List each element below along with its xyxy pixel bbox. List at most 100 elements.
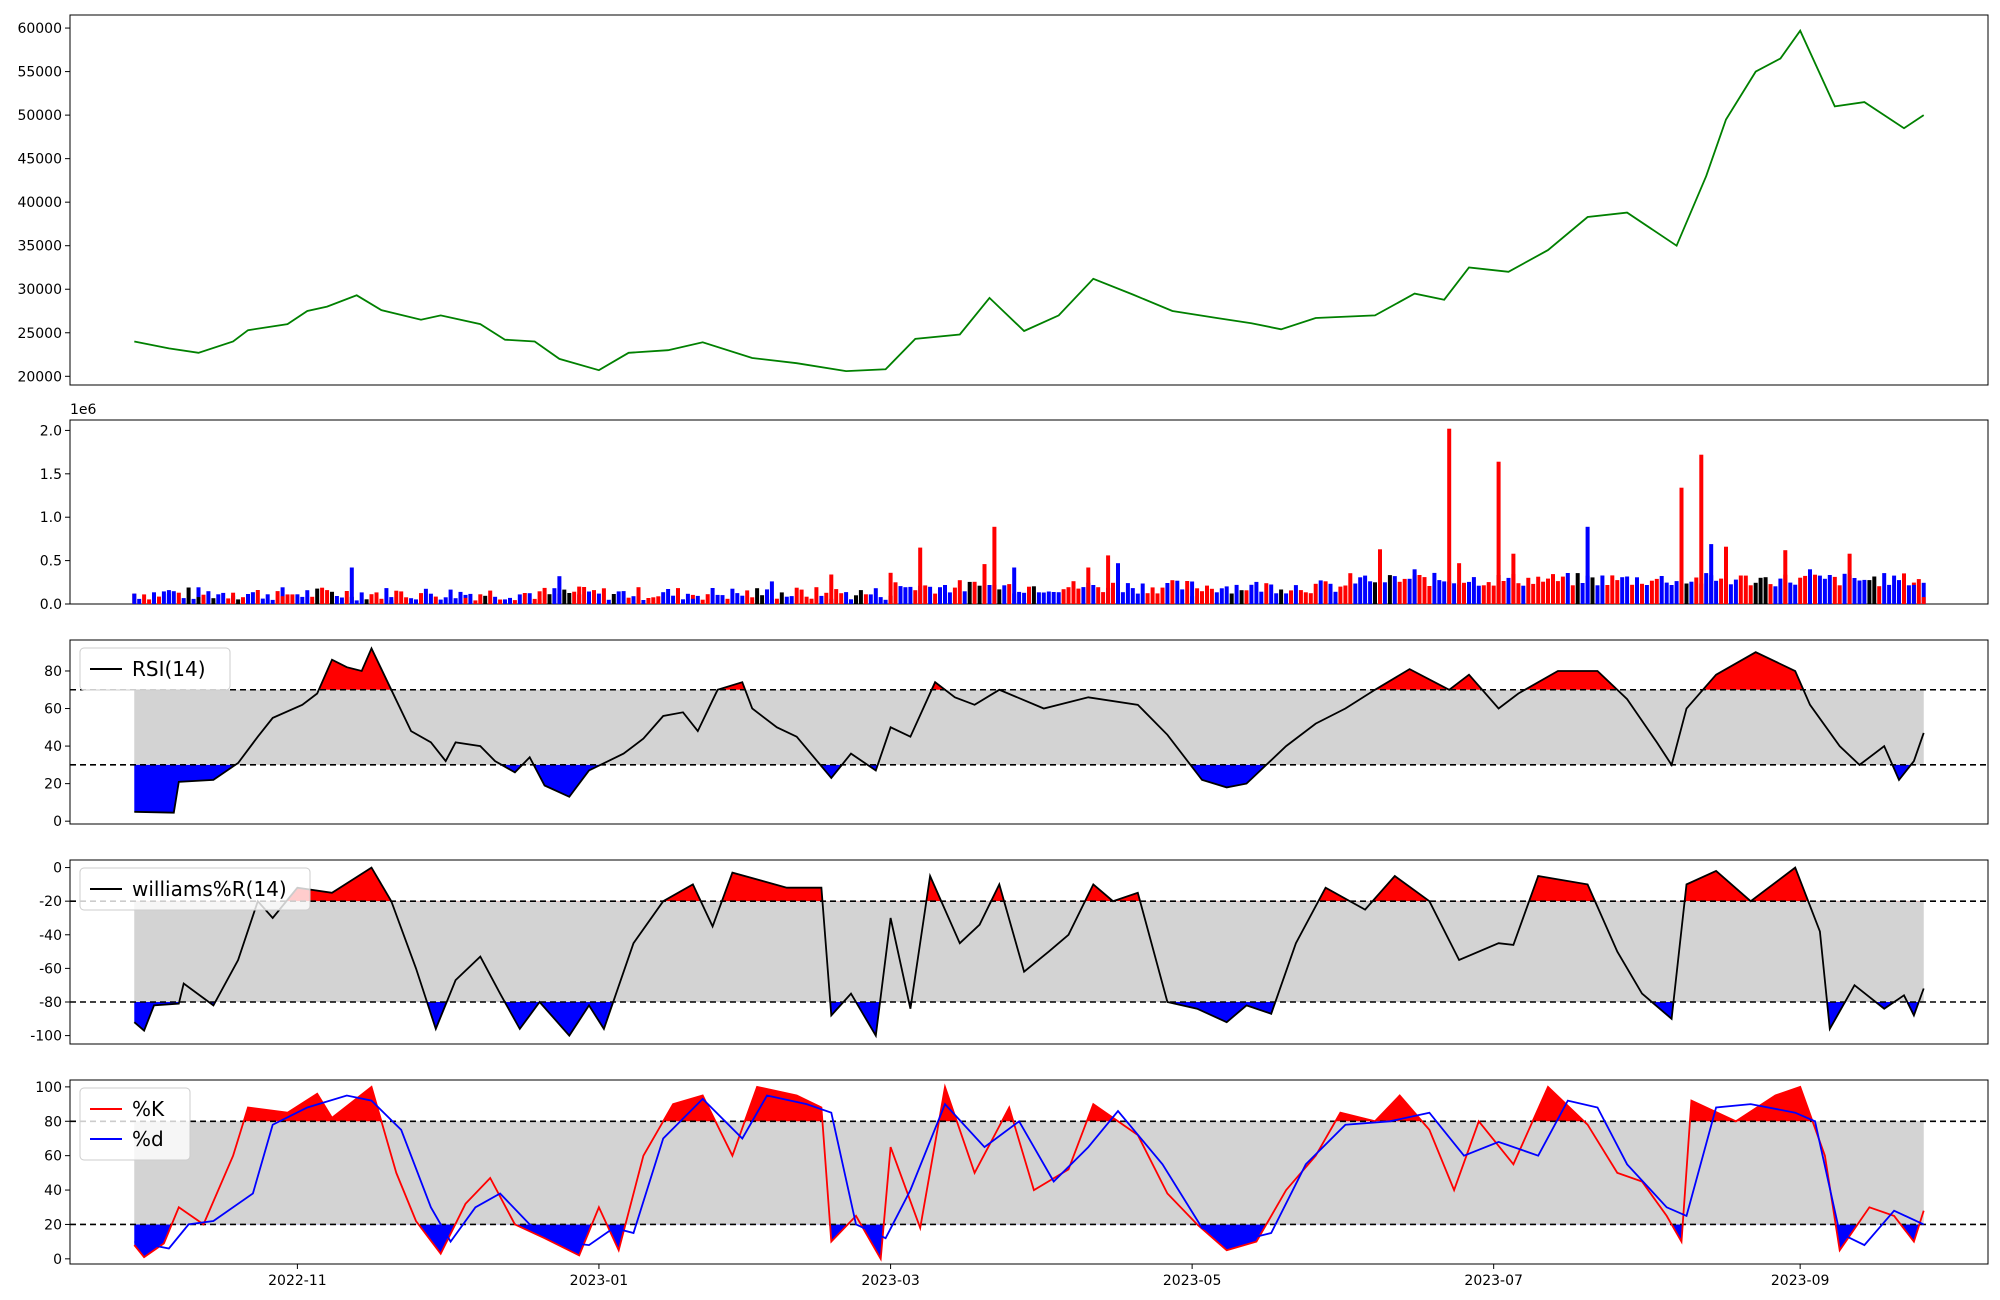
- volume-bar: [1368, 581, 1373, 604]
- volume-bar: [1130, 588, 1135, 604]
- volume-bar: [750, 597, 755, 604]
- volume-bar: [1229, 593, 1234, 604]
- volume-bar: [918, 547, 923, 604]
- volume-bar: [1382, 582, 1387, 604]
- volume-bar: [1590, 577, 1595, 604]
- volume-bar: [275, 591, 280, 604]
- volume-bar: [1733, 579, 1738, 604]
- series-line: [134, 646, 1925, 814]
- volume-bar: [255, 590, 260, 604]
- y-tick-label: 60: [44, 702, 62, 718]
- volume-bar: [1417, 575, 1422, 604]
- volume-bar: [1921, 597, 1926, 604]
- volume-bar: [453, 598, 458, 604]
- volume-bar: [1684, 583, 1689, 604]
- volume-bar: [473, 600, 478, 604]
- volume-bar: [226, 598, 231, 604]
- volume-bar: [1471, 577, 1476, 604]
- volume-bar: [873, 588, 878, 604]
- volume-bar: [1857, 580, 1862, 604]
- volume-bar: [1486, 582, 1491, 604]
- volume-bar: [1101, 592, 1106, 604]
- volume-bar: [508, 597, 512, 604]
- price-line: [134, 28, 1925, 373]
- volume-bar: [379, 598, 384, 604]
- volume-bar: [1091, 585, 1096, 604]
- volume-bar: [171, 591, 176, 604]
- y-tick-label: -40: [39, 928, 62, 944]
- legend-label: RSI(14): [132, 657, 206, 681]
- volume-bar: [246, 594, 250, 604]
- volume-bar: [656, 596, 661, 604]
- volume-bar: [394, 590, 399, 604]
- volume-bar: [1155, 593, 1160, 604]
- volume-bar: [1862, 579, 1867, 604]
- volume-bar: [349, 567, 354, 604]
- volume-bar: [1773, 586, 1778, 604]
- y-tick-label: -20: [39, 894, 62, 910]
- volume-bar: [685, 593, 690, 604]
- volume-bar: [1303, 592, 1308, 604]
- volume-bar: [923, 585, 928, 604]
- volume-bar: [878, 597, 883, 604]
- legend-label: %d: [132, 1127, 164, 1151]
- overbought-fill: [134, 867, 1924, 902]
- volume-bar: [498, 599, 503, 604]
- volume-panel: 0.0 0.5 1.0 1.5 2.0 1e6: [40, 402, 1989, 613]
- volume-bar: [458, 591, 463, 604]
- volume-bar: [300, 596, 305, 604]
- volume-bar: [547, 594, 552, 604]
- volume-bar: [1822, 578, 1827, 604]
- y-tick-label: -60: [39, 961, 62, 977]
- volume-bar: [606, 599, 611, 604]
- volume-bar: [676, 588, 680, 604]
- volume-bar: [1882, 573, 1887, 604]
- volume-bar: [1106, 555, 1111, 604]
- volume-bar: [760, 595, 765, 604]
- volume-bar: [428, 593, 433, 604]
- volume-bar: [1027, 586, 1031, 604]
- volume-bar: [557, 576, 562, 604]
- volume-bar: [1496, 461, 1501, 604]
- volume-bar: [1906, 585, 1911, 604]
- volume-bar: [1328, 583, 1333, 604]
- volume-bar: [562, 589, 567, 604]
- volume-bar: [1061, 589, 1066, 604]
- volume-bar: [1531, 583, 1536, 604]
- volume-bar: [270, 599, 275, 604]
- volume-bar: [1778, 578, 1783, 604]
- y-tick-label: -80: [39, 995, 62, 1011]
- volume-bar: [601, 588, 606, 604]
- volume-bar: [236, 599, 241, 604]
- volume-bar: [196, 597, 201, 604]
- volume-bar: [700, 599, 705, 604]
- volume-bar: [1358, 577, 1363, 604]
- volume-bar: [176, 592, 181, 604]
- volume-bar: [1600, 575, 1605, 604]
- volume-bar: [1679, 487, 1684, 604]
- volume-bar: [1897, 580, 1901, 604]
- volume-bar: [1724, 546, 1728, 604]
- volume-bar: [774, 598, 779, 604]
- y-tick-label: 1.5: [40, 467, 62, 483]
- volume-bar: [537, 591, 542, 604]
- volume-bar: [962, 591, 967, 604]
- volume-bar: [310, 596, 315, 604]
- volume-bar: [779, 592, 784, 604]
- volume-bar: [389, 597, 394, 604]
- volume-bar: [621, 591, 626, 604]
- y-tick-label: 35000: [17, 239, 62, 255]
- volume-bar: [1135, 593, 1140, 604]
- volume-bar: [1209, 588, 1214, 604]
- volume-bar: [364, 599, 369, 604]
- legend-box: [79, 867, 311, 911]
- volume-bar: [1555, 581, 1560, 604]
- volume-bar: [280, 596, 285, 604]
- volume-bar: [1827, 575, 1832, 604]
- volume-bar: [943, 585, 947, 604]
- volume-bar: [646, 598, 651, 604]
- y-tick-label: 45000: [17, 152, 62, 168]
- volume-bar: [1432, 572, 1437, 604]
- volume-bar: [1219, 588, 1224, 604]
- x-tick-label: 2022-11: [268, 1273, 327, 1289]
